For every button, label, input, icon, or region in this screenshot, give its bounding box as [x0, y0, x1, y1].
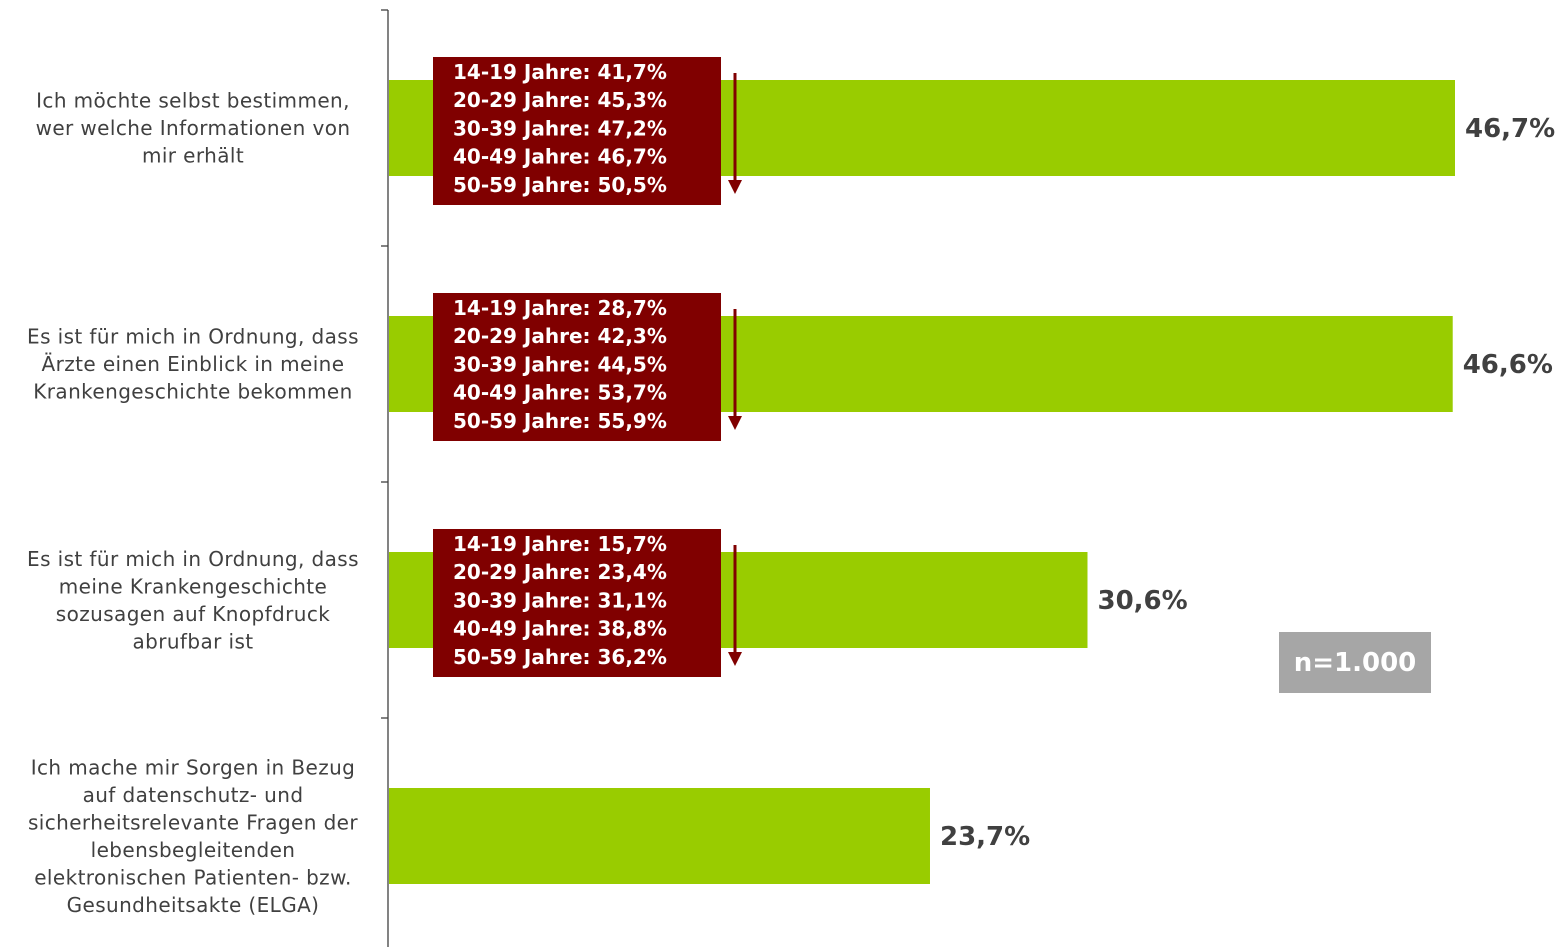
- age-breakdown-layer: 14-19 Jahre: 41,7% 20-29 Jahre: 45,3% 30-3…: [433, 57, 742, 677]
- trend-arrow-head: [728, 180, 742, 194]
- age-breakdown: 14-19 Jahre: 41,7% 20-29 Jahre: 45,3% 30-3…: [433, 57, 742, 205]
- category-label: Es ist für mich in Ordnung, dass meine Kr…: [27, 547, 359, 654]
- value-labels: 46,7% 46,6% 30,6% 23,7%: [940, 114, 1555, 852]
- age-breakdown-row: 40-49 Jahre: 38,8%: [453, 617, 667, 641]
- bar-value-label: 46,6%: [1463, 350, 1553, 380]
- age-breakdown-row: 40-49 Jahre: 53,7%: [453, 381, 667, 405]
- age-breakdown-row: 14-19 Jahre: 15,7%: [453, 532, 667, 556]
- sample-size-box: [1279, 632, 1431, 693]
- age-breakdown-box: [433, 529, 721, 677]
- age-breakdown-box: [433, 57, 721, 205]
- bar-value-label: 23,7%: [940, 822, 1030, 852]
- trend-arrow-head: [728, 416, 742, 430]
- age-breakdown-row: 50-59 Jahre: 36,2%: [453, 645, 667, 669]
- age-breakdown-row: 50-59 Jahre: 50,5%: [453, 173, 667, 197]
- category-label: Es ist für mich in Ordnung, dass Ärzte ei…: [27, 325, 359, 404]
- sample-size-text: n=1.000: [1294, 648, 1417, 678]
- category-label: Ich möchte selbst bestimmen, wer welche I…: [36, 89, 351, 168]
- category-label: Ich mache mir Sorgen in Bezug auf datensc…: [28, 755, 358, 917]
- age-breakdown-row: 50-59 Jahre: 55,9%: [453, 409, 667, 433]
- sample-size-badge: n=1.000: [1279, 632, 1431, 693]
- trend-arrow-head: [728, 652, 742, 666]
- age-breakdown-row: 30-39 Jahre: 44,5%: [453, 352, 667, 376]
- age-breakdown-row: 30-39 Jahre: 31,1%: [453, 588, 667, 612]
- age-breakdown: 14-19 Jahre: 28,7% 20-29 Jahre: 42,3% 30-3…: [433, 293, 742, 441]
- age-breakdown-row: 20-29 Jahre: 45,3%: [453, 88, 667, 112]
- age-breakdown-box: [433, 293, 721, 441]
- age-breakdown-row: 20-29 Jahre: 23,4%: [453, 560, 667, 584]
- age-breakdown-row: 14-19 Jahre: 41,7%: [453, 60, 667, 84]
- bar-value-label: 30,6%: [1097, 586, 1187, 616]
- category-labels: Ich möchte selbst bestimmen, wer welche I…: [27, 89, 359, 917]
- age-breakdown-row: 14-19 Jahre: 28,7%: [453, 296, 667, 320]
- age-breakdown: 14-19 Jahre: 15,7% 20-29 Jahre: 23,4% 30-3…: [433, 529, 742, 677]
- age-breakdown-row: 40-49 Jahre: 46,7%: [453, 145, 667, 169]
- age-breakdown-row: 20-29 Jahre: 42,3%: [453, 324, 667, 348]
- bar: [389, 788, 930, 884]
- age-breakdown-row: 30-39 Jahre: 47,2%: [453, 116, 667, 140]
- bar-value-label: 46,7%: [1465, 114, 1555, 144]
- axis-layer: [381, 9, 389, 947]
